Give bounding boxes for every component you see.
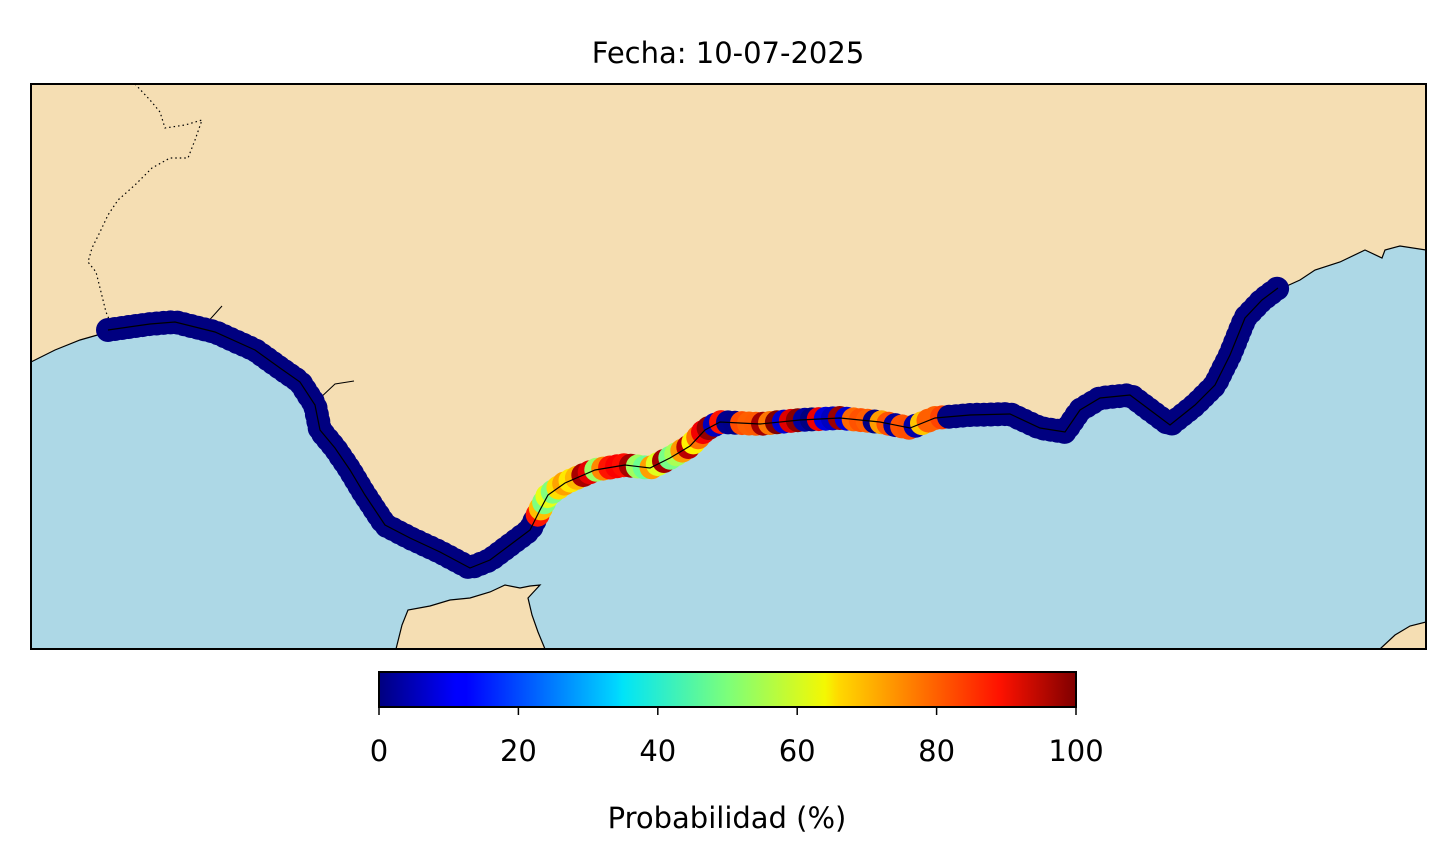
colorbar-ticks: 0 20 40 60 80 100 bbox=[370, 707, 1104, 768]
colorbar-tick-label: 80 bbox=[918, 734, 955, 768]
colorbar-tick-label: 0 bbox=[370, 734, 388, 768]
coastline-trace bbox=[107, 287, 1279, 569]
river-inlet-bay bbox=[317, 380, 355, 401]
map-title: Fecha: 10-07-2025 bbox=[592, 36, 865, 70]
colorbar-tick-label: 40 bbox=[639, 734, 676, 768]
colorbar-tick-label: 20 bbox=[500, 734, 537, 768]
colorbar-gradient bbox=[378, 671, 1077, 708]
colorbar: 0 20 40 60 80 100 Probabilidad (%) bbox=[370, 671, 1104, 835]
probability-points bbox=[96, 276, 1290, 579]
map-area bbox=[31, 84, 1426, 649]
colorbar-label: Probabilidad (%) bbox=[608, 801, 847, 835]
land-southeast bbox=[1379, 621, 1426, 649]
colorbar-tick-label: 60 bbox=[779, 734, 816, 768]
colorbar-tick-label: 100 bbox=[1048, 734, 1103, 768]
country-border bbox=[87, 84, 203, 327]
map-frame bbox=[30, 83, 1427, 650]
land-north-africa bbox=[395, 584, 546, 649]
